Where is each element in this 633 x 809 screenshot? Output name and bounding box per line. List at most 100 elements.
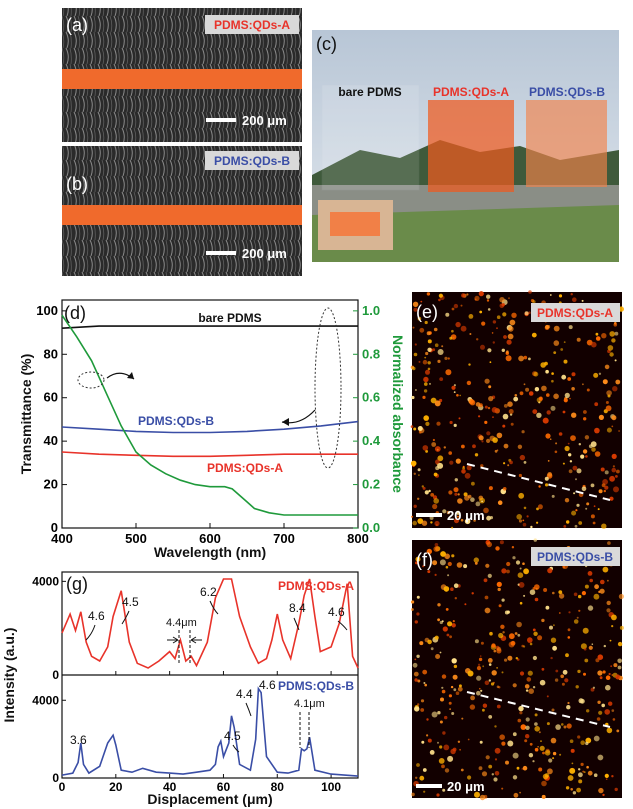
fluorescent-dot [547,568,553,574]
fluorescent-dot [573,492,576,495]
fluorescent-dot [516,621,522,628]
fluorescent-dot [447,755,454,762]
fluorescent-dot [547,472,553,477]
fluorescent-dot [524,311,529,316]
fluorescent-dot [598,372,602,375]
fluorescent-dot [414,658,417,661]
fluorescent-dot [550,405,556,411]
fluorescent-dot [430,493,435,497]
fluorescent-dot [522,519,525,522]
fluorescent-dot [440,697,444,702]
fluorescent-dot [587,770,593,776]
panel-a-tag-bg [205,15,299,34]
fluorescent-dot [558,590,563,594]
fluorescent-dot [549,438,552,441]
fluorescent-dot [471,592,474,595]
chart-g-anno-a6-arrow [337,620,348,631]
fluorescent-dot [507,333,514,340]
fluorescent-dot [523,506,527,510]
fluorescent-dot [612,386,618,392]
fluorescent-dot [571,510,577,516]
fluorescent-dot [425,421,430,426]
fluorescent-dot [476,675,482,681]
chart-g-anno-a1: 4.6 [88,609,105,623]
chart-d-ytick-label: 40 [44,433,58,448]
fluorescent-dot [430,521,433,524]
fluorescent-dot [414,678,418,682]
fluorescent-dot [439,651,442,654]
fluorescent-dot [426,718,429,721]
fluorescent-dot [519,454,526,461]
fluorescent-dot [448,701,452,705]
fluorescent-dot [423,415,430,421]
fluorescent-dot [483,578,488,583]
panel-f-profile-line [466,691,611,728]
fluorescent-dot [446,510,451,515]
fluorescent-dot [421,520,428,526]
fluorescent-dot [514,632,518,635]
fluorescent-dot [564,392,570,398]
fluorescent-dot [541,385,547,392]
fluorescent-dot [460,325,467,332]
fluorescent-dot [430,647,434,651]
panel-a: (a) PDMS:QDs-A 200 μm [62,8,302,142]
fluorescent-dot [411,608,414,611]
fluorescent-dot [426,331,431,336]
fluorescent-dot [576,503,580,507]
fluorescent-dot [488,663,492,666]
fluorescent-dot [571,387,575,391]
fluorescent-dot [546,393,550,397]
fluorescent-dot [581,299,584,302]
chart-d-arrowhead-right [127,372,134,379]
fluorescent-dot [551,708,555,712]
fluorescent-dot [534,722,538,726]
fluorescent-dot [605,778,608,780]
fluorescent-dot [451,712,455,715]
fluorescent-dot [559,753,562,756]
fluorescent-dot [533,538,537,542]
fluorescent-dot [548,758,553,763]
fluorescent-dot [609,475,615,482]
fluorescent-dot [464,472,471,479]
fluorescent-dot [467,494,472,499]
fluorescent-dot [528,311,531,315]
fluorescent-dot [451,554,455,558]
chart-d-label-qdA: PDMS:QDs-A [207,461,283,475]
fluorescent-dot [555,724,561,730]
chart-g-anno-b4: 4.6 [259,678,276,692]
fluorescent-dot [516,514,522,520]
fluorescent-dot [439,377,444,381]
fluorescent-dot [528,753,534,758]
chart-g-anno-a1-arrow [85,624,96,641]
fluorescent-dot [437,711,441,715]
fluorescent-dot [512,775,518,780]
fluorescent-dot [470,497,475,503]
chart-d-yticks: 0 20 40 60 80 100 [36,303,67,535]
fluorescent-dot [437,462,444,469]
fluorescent-dot [479,687,481,690]
fluorescent-dot [522,522,527,527]
fluorescent-dot [420,708,425,712]
fluorescent-dot [605,405,612,412]
fluorescent-dot [482,665,485,668]
fluorescent-dot [469,400,471,403]
fluorescent-dot [567,377,572,381]
fluorescent-dot [614,359,617,362]
fluorescent-dot [513,396,519,402]
fluorescent-dot [611,338,616,343]
fluorescent-dot [503,404,508,408]
fluorescent-dot [437,741,439,744]
fluorescent-dot [498,632,504,639]
fluorescent-dot [509,460,513,465]
panel-e-dots [410,290,624,529]
panel-e-scale-label: 20 μm [447,508,485,523]
fluorescent-dot [508,409,514,414]
panel-g: 0 20 40 60 80 100 0 4000 0 4000 (g) Displacement … [1,571,359,807]
fluorescent-dot [491,407,498,413]
fluorescent-dot [423,389,428,393]
fluorescent-dot [599,676,603,680]
fluorescent-dot [487,406,491,410]
fluorescent-dot [532,760,535,763]
fluorescent-dot [468,363,471,366]
